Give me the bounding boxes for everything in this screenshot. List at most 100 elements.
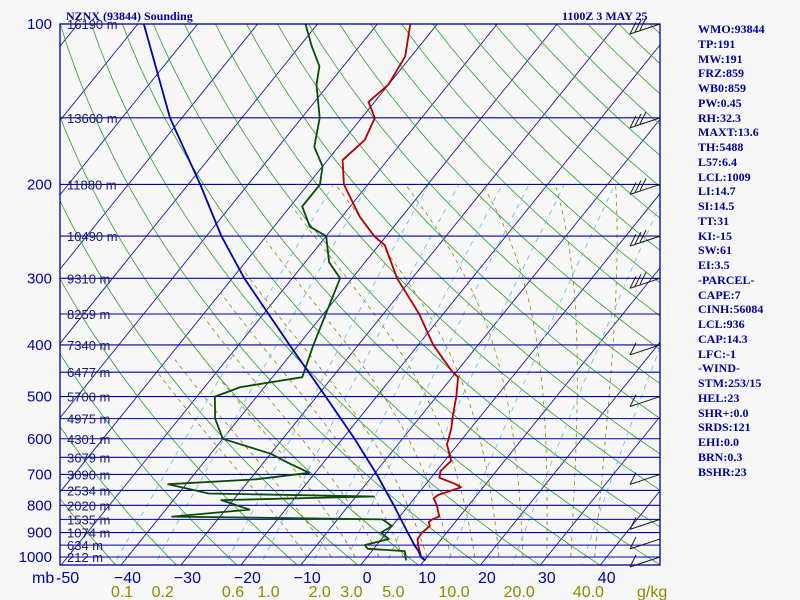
wind-barb bbox=[629, 342, 661, 356]
height-label: 2020 m bbox=[67, 498, 110, 513]
isotherm-line bbox=[360, 192, 660, 565]
isotherm-line bbox=[60, 24, 438, 493]
height-labels: 16190 m 13660 m 11880 m 10490 m 9310 m 8259 m… bbox=[67, 17, 118, 565]
temperature-tick-label: −10 bbox=[294, 570, 321, 587]
moist-adiabat-line bbox=[220, 292, 404, 558]
moist-adiabat-line bbox=[594, 184, 618, 558]
height-label: 1535 m bbox=[67, 512, 110, 527]
index-item: PW:0.45 bbox=[698, 95, 742, 110]
height-label: 4301 m bbox=[67, 432, 110, 447]
wind-barb bbox=[629, 111, 661, 129]
index-item: TP:191 bbox=[698, 36, 736, 51]
index-item: TH:5488 bbox=[698, 140, 744, 154]
pressure-label: 400 bbox=[27, 337, 52, 354]
pressure-label: 700 bbox=[27, 466, 52, 483]
moist-adiabat-line bbox=[243, 270, 428, 558]
temperature-tick-label: −30 bbox=[174, 570, 201, 587]
index-item: MW:191 bbox=[698, 51, 743, 66]
height-label: 6477 m bbox=[67, 365, 110, 380]
index-item: L57:6.4 bbox=[698, 154, 737, 169]
index-item: KI:-15 bbox=[698, 228, 732, 243]
pressure-label: 100 bbox=[27, 16, 52, 33]
index-item: TT:31 bbox=[698, 213, 730, 228]
index-item: LI:14.7 bbox=[698, 184, 736, 199]
index-item: SW:61 bbox=[698, 243, 733, 258]
dry-adiabat-line bbox=[60, 426, 177, 565]
plot-frame bbox=[59, 23, 661, 566]
dry-adiabat-line bbox=[308, 24, 660, 385]
dry-adiabat-line bbox=[215, 24, 660, 491]
dry-adiabat-line bbox=[246, 24, 660, 455]
wind-barb bbox=[629, 178, 661, 195]
moist-adiabat-line bbox=[405, 184, 524, 557]
index-item: -PARCEL- bbox=[698, 272, 755, 287]
index-item: LCL:1009 bbox=[698, 169, 751, 184]
mixing-ratio-tick-label: 0.1 bbox=[111, 584, 133, 600]
index-item: BRN:0.3 bbox=[698, 449, 743, 464]
moist-adiabat-line bbox=[265, 240, 452, 558]
dry-adiabat-line bbox=[60, 199, 359, 565]
index-item: FRZ:859 bbox=[698, 66, 744, 81]
temperature-tick-label: −40 bbox=[114, 570, 141, 587]
temperature-axis-labels: -50 −40 −30 −20 −10 0 10 20 30 40 bbox=[56, 570, 616, 587]
dry-adiabat-line bbox=[339, 24, 660, 350]
dry-adiabat-line bbox=[60, 352, 238, 565]
dry-adiabat-line bbox=[60, 24, 480, 565]
dry-adiabat-line bbox=[90, 24, 541, 565]
pressure-axis-labels: 100 200 300 400 500 600 700 800 900 1000 bbox=[19, 16, 52, 566]
parcel-path bbox=[142, 24, 426, 562]
index-item: SRDS:121 bbox=[698, 420, 751, 435]
wind-barb bbox=[629, 229, 661, 247]
dry-adiabat-line bbox=[370, 24, 660, 317]
height-label: 11880 m bbox=[67, 177, 117, 192]
temperature-tick-label: -50 bbox=[56, 570, 79, 587]
mixing-ratio-line bbox=[224, 184, 430, 565]
isotherm-line bbox=[479, 341, 660, 565]
temperature-tick-label: 40 bbox=[598, 570, 616, 587]
height-label: 10490 m bbox=[67, 229, 118, 244]
index-item: SHR+:0.0 bbox=[698, 405, 749, 420]
temperature-tick-label: 20 bbox=[478, 570, 496, 587]
height-label: 1074 m bbox=[67, 526, 110, 541]
mixing-ratio-tick-label: 20.0 bbox=[504, 584, 535, 600]
dry-adiabat-line bbox=[121, 24, 601, 565]
mixing-ratio-line bbox=[343, 184, 530, 565]
temperature-profile bbox=[341, 24, 462, 562]
wind-barb bbox=[629, 394, 661, 408]
mixing-ratio-tick-label: 40.0 bbox=[573, 584, 604, 600]
moist-adiabat-line bbox=[482, 184, 548, 557]
pressure-label: 800 bbox=[27, 497, 52, 514]
height-label: 9310 m bbox=[67, 271, 110, 286]
isotherm-line bbox=[539, 415, 660, 565]
pressure-label: 300 bbox=[27, 270, 52, 287]
isotherm-line bbox=[60, 24, 319, 345]
height-label: 634 m bbox=[67, 538, 103, 553]
mixing-ratio-tick-label: 5.0 bbox=[382, 584, 404, 600]
index-item: EI:3.5 bbox=[698, 258, 730, 272]
height-label: 13660 m bbox=[67, 111, 118, 126]
height-label: 5700 m bbox=[67, 390, 110, 405]
pressure-unit-label: mb bbox=[32, 570, 54, 587]
pressure-label: 1000 bbox=[19, 549, 52, 566]
index-item: EHI:0.0 bbox=[698, 435, 740, 449]
mixing-ratio-line bbox=[260, 184, 460, 565]
isotherm-line bbox=[60, 24, 139, 122]
dry-adiabat-line bbox=[60, 498, 117, 565]
temperature-tick-label: −20 bbox=[234, 570, 261, 587]
index-item: LCL:936 bbox=[698, 317, 745, 331]
mixing-ratio-tick-label: 2.0 bbox=[309, 584, 331, 600]
wind-barb bbox=[629, 517, 661, 530]
wind-barb bbox=[629, 17, 661, 35]
wind-barbs bbox=[629, 17, 661, 568]
pressure-label: 200 bbox=[27, 176, 52, 193]
index-item: SI:14.5 bbox=[698, 199, 735, 213]
height-label: 3090 m bbox=[67, 467, 110, 482]
moist-adiabat-line bbox=[335, 184, 500, 558]
temperature-tick-label: 10 bbox=[418, 570, 436, 587]
mixing-ratio-tick-label: 1.0 bbox=[257, 584, 279, 600]
dry-adiabat-line bbox=[60, 278, 298, 565]
pressure-label: 600 bbox=[27, 431, 52, 448]
dry-adiabat-line bbox=[432, 24, 660, 251]
height-label: 3679 m bbox=[67, 450, 110, 465]
